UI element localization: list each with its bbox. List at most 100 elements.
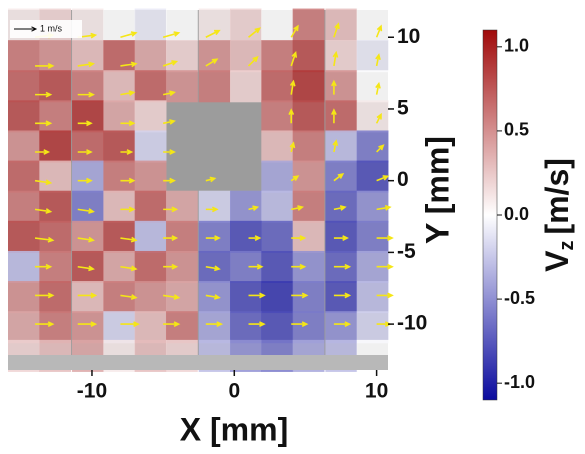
heat-cell bbox=[261, 220, 294, 253]
vector-arrow bbox=[291, 292, 309, 299]
vector-arrow bbox=[376, 292, 394, 299]
vector-arrow bbox=[376, 175, 390, 182]
heat-cell bbox=[134, 40, 167, 73]
heat-cell bbox=[8, 160, 40, 193]
heat-cell bbox=[72, 130, 104, 163]
vector-arrow bbox=[34, 179, 53, 186]
heat-cell bbox=[39, 220, 72, 253]
heat-cell bbox=[292, 40, 325, 73]
vector-arrow bbox=[375, 112, 382, 124]
heat-cell bbox=[356, 220, 389, 253]
vector-arrow bbox=[376, 263, 394, 270]
vector-arrow bbox=[34, 208, 53, 214]
heat-cell bbox=[39, 70, 72, 103]
heat-cell bbox=[134, 250, 167, 284]
vector-arrow bbox=[375, 81, 381, 95]
heat-cell bbox=[292, 130, 325, 163]
heat-cell bbox=[72, 311, 104, 344]
vector-arrow bbox=[205, 321, 224, 327]
vector-arrow bbox=[35, 292, 55, 299]
heat-cell bbox=[356, 311, 389, 344]
heat-cell bbox=[292, 100, 325, 133]
vector-arrow bbox=[162, 119, 176, 125]
vector-arrow bbox=[333, 22, 340, 38]
vector-arrow bbox=[77, 208, 95, 214]
colorbar-unit: [m/s] bbox=[539, 158, 575, 234]
vector-arrow bbox=[77, 265, 95, 272]
heat-cell bbox=[134, 70, 167, 103]
heat-cell bbox=[356, 190, 389, 223]
vector-arrow bbox=[120, 294, 138, 300]
vector-arrow bbox=[77, 292, 98, 299]
vector-arrow bbox=[34, 236, 55, 243]
vector-arrow bbox=[35, 263, 53, 270]
heat-cell bbox=[8, 40, 40, 73]
vector-arrow bbox=[288, 108, 295, 124]
x-axis-label: X [mm] bbox=[180, 411, 288, 447]
vector-arrow bbox=[77, 321, 98, 327]
vector-arrow bbox=[77, 120, 93, 127]
vector-arrow bbox=[120, 120, 136, 127]
vector-arrow bbox=[333, 235, 349, 241]
heat-cell bbox=[103, 130, 136, 163]
vectors bbox=[34, 22, 394, 327]
vector-arrow bbox=[162, 90, 176, 97]
vector-arrow bbox=[35, 149, 51, 155]
vector-arrow bbox=[77, 236, 95, 243]
vector-arrow bbox=[163, 263, 179, 270]
heat-cell bbox=[325, 220, 358, 253]
vector-arrow bbox=[333, 205, 347, 211]
vector-arrow bbox=[205, 29, 221, 38]
heat-cell bbox=[198, 70, 231, 103]
heat-cell bbox=[261, 160, 294, 193]
heat-cell bbox=[292, 220, 325, 253]
heat-cell bbox=[325, 281, 358, 314]
y-tick-label: -10 bbox=[397, 312, 427, 335]
heat-cell bbox=[356, 40, 389, 73]
vector-arrow bbox=[163, 235, 179, 241]
vector-arrow bbox=[289, 141, 296, 153]
colorbar-label: Vz [m/s] bbox=[539, 158, 578, 272]
heat-cell bbox=[325, 70, 358, 103]
heat-cell bbox=[198, 190, 231, 223]
heat-cell bbox=[261, 70, 294, 103]
heat-cell bbox=[72, 190, 104, 223]
heat-cell bbox=[198, 40, 231, 73]
vector-arrow bbox=[35, 120, 53, 127]
vector-arrow bbox=[248, 27, 261, 38]
vector-arrow bbox=[291, 263, 307, 270]
vector-arrow bbox=[120, 236, 138, 243]
colorbar-tick-label: 0.0 bbox=[504, 204, 529, 224]
vector-arrow bbox=[248, 321, 266, 327]
heat-cell bbox=[134, 220, 167, 253]
heat-cell bbox=[72, 40, 104, 73]
vector-arrow bbox=[376, 144, 385, 153]
vector-arrow bbox=[376, 235, 394, 241]
vector-arrow bbox=[120, 177, 136, 184]
vector-arrow bbox=[163, 321, 181, 327]
y-tick-label: 0 bbox=[397, 168, 409, 191]
vector-arrow bbox=[77, 149, 93, 155]
heat-cell bbox=[292, 311, 325, 344]
colorbar-tick-label: 0.5 bbox=[504, 120, 529, 140]
heat-cell bbox=[230, 281, 262, 314]
heat-cell bbox=[103, 100, 136, 133]
heat-cell bbox=[165, 311, 198, 344]
heat-cell bbox=[8, 190, 40, 223]
vector-arrow bbox=[248, 205, 260, 211]
heat-cell bbox=[134, 281, 167, 314]
colorbar bbox=[482, 29, 498, 401]
heat-cell bbox=[103, 311, 136, 344]
vector-arrow bbox=[205, 235, 221, 241]
heat-cell bbox=[134, 100, 167, 133]
heat-cell bbox=[165, 40, 198, 73]
vector-arrow bbox=[77, 61, 95, 68]
heat-cell bbox=[103, 250, 136, 284]
heat-cell bbox=[198, 8, 231, 41]
vector-arrow bbox=[375, 24, 383, 38]
x-tick-label: 10 bbox=[365, 380, 388, 403]
heat-cell bbox=[230, 8, 262, 41]
vector-arrow bbox=[163, 149, 176, 155]
heat-cell bbox=[198, 220, 231, 253]
